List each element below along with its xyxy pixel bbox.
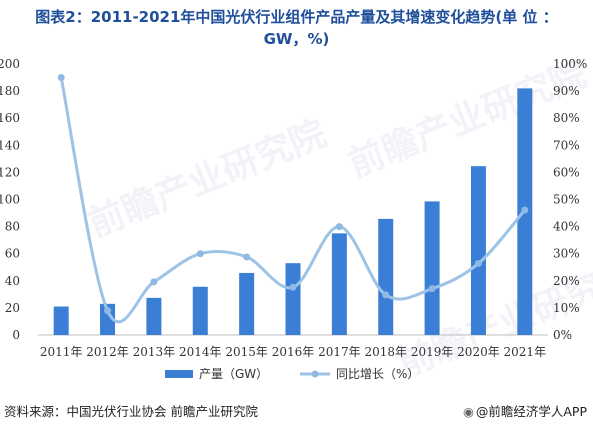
y-left-tick-label: 20: [5, 301, 20, 315]
line-point: [289, 283, 297, 291]
chart-title-line-2: GW，%): [263, 30, 330, 48]
y-left-tick-label: 100: [0, 193, 20, 207]
chart-title-line-1: 图表2：2011-2021年中国光伏行业组件产品产量及其增速变化趋势(单 位 ：: [35, 8, 558, 26]
bar-series: [53, 88, 533, 335]
bar: [285, 263, 301, 335]
x-tick-label: 2017年: [318, 345, 361, 359]
x-tick-label: 2012年: [86, 345, 129, 359]
y-right-axis: 0% 10% 20% 30% 40% 50% 60% 70% 80% 90% 100%: [553, 57, 587, 342]
y-right-tick-label: 40%: [553, 220, 580, 234]
y-left-tick-label: 160: [0, 111, 20, 125]
bar: [470, 166, 486, 335]
y-left-tick-label: 0: [12, 328, 20, 342]
y-right-tick-label: 90%: [553, 84, 580, 98]
line-point: [382, 291, 390, 299]
bar: [424, 201, 440, 335]
x-tick-label: 2018年: [364, 345, 407, 359]
line-point: [196, 250, 204, 258]
chart-title: 图表2：2011-2021年中国光伏行业组件产品产量及其增速变化趋势(单 位 ：…: [0, 6, 593, 50]
y-left-tick-label: 80: [5, 220, 20, 234]
line-point: [243, 253, 251, 261]
y-left-axis: 0 20 40 60 80 100 120 140 160 180 200: [0, 57, 20, 342]
line-point: [474, 259, 482, 267]
bar: [100, 303, 116, 335]
bar: [53, 306, 69, 335]
legend-line-marker: [311, 370, 319, 378]
y-right-tick-label: 50%: [553, 193, 580, 207]
legend-bar-swatch: [165, 370, 193, 378]
y-right-tick-label: 0%: [553, 328, 572, 342]
legend: 产量（GW） 同比增长（%）: [165, 367, 419, 381]
bar: [192, 286, 208, 335]
x-axis: 2011年 2012年 2013年 2014年 2015年 2016年 2017年 2018年…: [38, 334, 548, 359]
bar: [146, 297, 162, 335]
y-left-tick-label: 200: [0, 57, 20, 71]
line-point: [521, 206, 529, 214]
credit-text: @前瞻经济学人APP: [475, 404, 587, 419]
bar: [331, 233, 347, 335]
x-tick-label: 2011年: [40, 345, 83, 359]
line-series: [57, 74, 529, 324]
bar: [378, 218, 394, 335]
x-tick-label: 2015年: [225, 345, 268, 359]
y-left-tick-label: 40: [5, 274, 20, 288]
y-right-tick-label: 100%: [553, 57, 587, 71]
y-left-tick-label: 120: [0, 165, 20, 179]
y-right-tick-label: 10%: [553, 301, 580, 315]
legend-line-label: 同比增长（%）: [336, 367, 419, 381]
camera-icon: ◉: [462, 404, 474, 419]
bar: [239, 272, 255, 335]
x-tick-label: 2013年: [133, 345, 176, 359]
x-tick-label: 2014年: [179, 345, 222, 359]
y-left-tick-label: 60: [5, 247, 20, 261]
line-point: [57, 74, 65, 82]
line-point: [335, 223, 343, 231]
credit: ◉ @前瞻经济学人APP: [463, 401, 587, 420]
line-point: [104, 307, 112, 315]
line-point: [428, 285, 436, 293]
source-note: 资料来源：中国光伏行业协会 前瞻产业研究院: [4, 404, 258, 419]
x-tick-label: 2016年: [272, 345, 315, 359]
legend-bar-label: 产量（GW）: [199, 367, 268, 381]
y-right-tick-label: 30%: [553, 247, 580, 261]
x-tick-label: 2020年: [457, 345, 500, 359]
y-left-tick-label: 140: [0, 138, 20, 152]
line-point: [150, 278, 158, 286]
y-right-tick-label: 70%: [553, 138, 580, 152]
y-right-tick-label: 80%: [553, 111, 580, 125]
x-tick-label: 2021年: [504, 345, 547, 359]
y-right-tick-label: 20%: [553, 274, 580, 288]
y-right-tick-label: 60%: [553, 165, 580, 179]
x-tick-label: 2019年: [411, 345, 454, 359]
y-left-tick-label: 180: [0, 84, 20, 98]
